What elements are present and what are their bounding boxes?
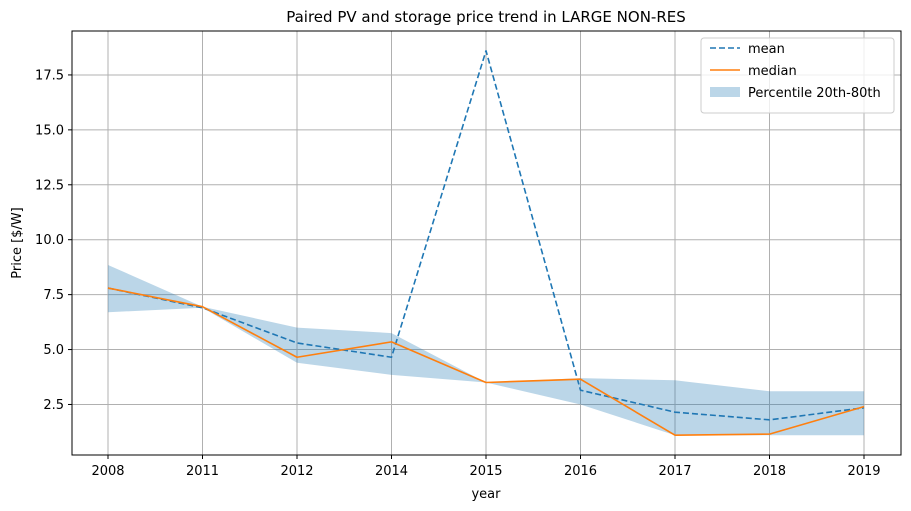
legend-band-swatch [710,87,740,97]
y-tick-label: 2.5 [43,398,64,413]
median-series-line [107,287,865,437]
legend: mean median Percentile 20th-80th [700,37,895,114]
mean-series-line [107,49,865,421]
legend-mean-label: mean [748,42,785,57]
legend-band-label: Percentile 20th-80th [748,86,881,101]
x-tick-label: 2015 [469,464,502,479]
x-tick-label: 2016 [564,464,597,479]
y-axis-label: Price [$/W] [10,207,25,279]
x-tick-label: 2019 [847,464,880,479]
y-tick-label: 10.0 [35,233,64,248]
legend-box [700,37,895,114]
y-tick-label: 5.0 [43,343,64,358]
percentile-band-layer [108,264,864,436]
chart-title: Paired PV and storage price trend in LAR… [286,8,686,26]
x-tick-label: 2014 [375,464,408,479]
y-tick-label: 17.5 [35,68,64,83]
y-tick-label: 12.5 [35,178,64,193]
y-axis-ticks: 2.5 5.0 7.5 10.0 12.5 15.0 17.5 [35,68,72,413]
legend-median-label: median [748,64,797,79]
y-tick-label: 15.0 [35,123,64,138]
percentile-band [108,264,864,436]
x-axis-ticks: 2008 2011 2012 2014 2015 2016 2017 2018 2019 [91,455,881,479]
y-tick-label: 7.5 [43,288,64,303]
x-tick-label: 2012 [280,464,313,479]
x-tick-label: 2008 [91,464,124,479]
x-tick-label: 2018 [753,464,786,479]
series-layer [107,49,865,437]
x-tick-label: 2011 [186,464,219,479]
grid [72,31,901,455]
x-axis-label: year [471,487,501,502]
x-tick-label: 2017 [658,464,691,479]
